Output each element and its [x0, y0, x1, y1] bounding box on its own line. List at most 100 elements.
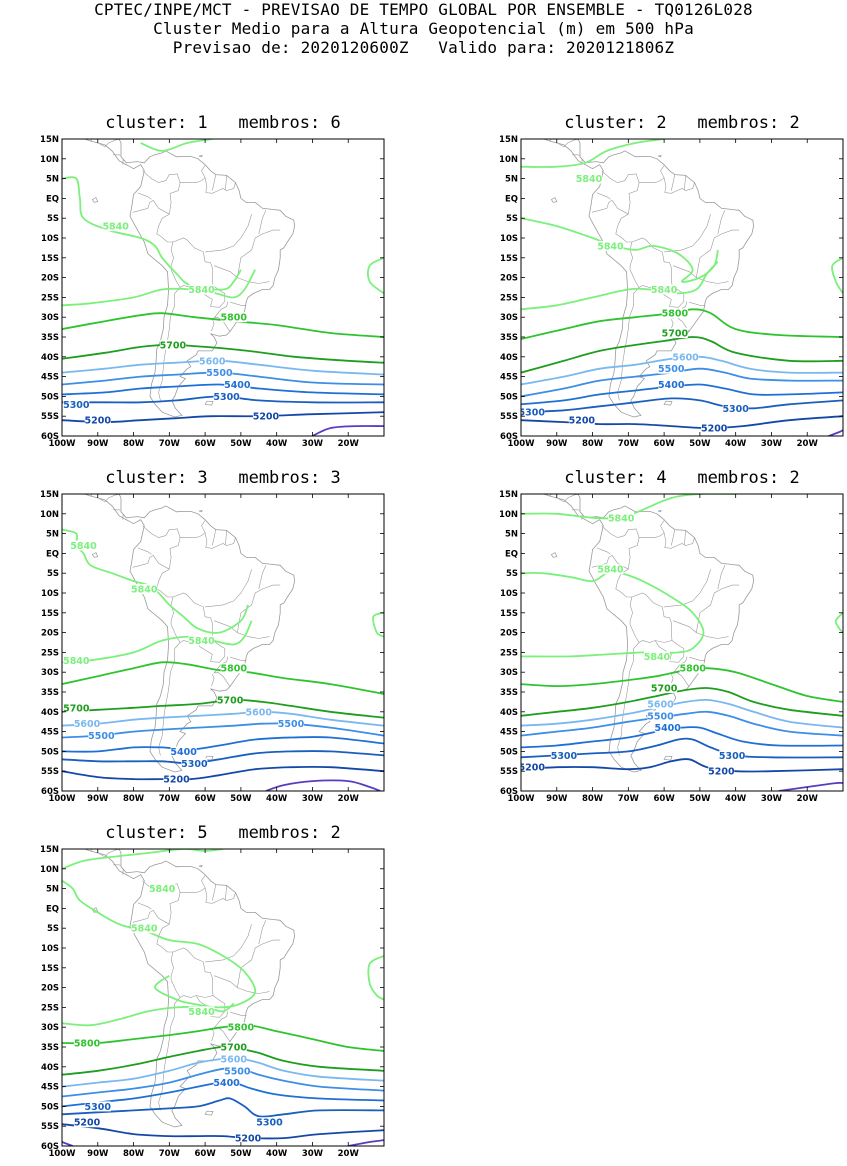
- island-outline: [118, 464, 154, 474]
- border-line: [237, 940, 280, 988]
- contour-5300: [62, 751, 384, 763]
- island-outline: [658, 156, 661, 157]
- lat-tick-label: 25S: [500, 648, 518, 658]
- contour-label: 5200: [235, 1134, 262, 1145]
- contour-label: 5400: [658, 380, 685, 391]
- contour-5100: [348, 1140, 384, 1146]
- border-line: [259, 210, 266, 234]
- lat-tick-label: EQ: [46, 904, 59, 914]
- border-line: [205, 569, 252, 607]
- border-line: [664, 214, 711, 252]
- contour-5840: [368, 956, 384, 1000]
- contour-label: 5300: [256, 1118, 283, 1129]
- lat-tick-label: EQ: [46, 194, 59, 204]
- contour-label: 5300: [85, 1102, 112, 1113]
- map-frame: [521, 139, 843, 436]
- lat-tick-label: 20S: [500, 274, 518, 284]
- map-plot: 5840584058005700560055005400530053005200…: [22, 109, 394, 456]
- island-outline: [205, 1111, 213, 1115]
- border-line: [212, 1029, 215, 1041]
- island-outline: [577, 464, 613, 474]
- contour-label: 5800: [680, 664, 707, 675]
- contour-label: 5500: [88, 731, 115, 742]
- contour-label: 5300: [63, 400, 90, 411]
- contour-label: 5200: [163, 775, 190, 786]
- border-line: [559, 494, 581, 502]
- contour-label: 5840: [608, 513, 635, 524]
- contour-label: 5840: [644, 652, 671, 663]
- lon-tick-label: 20W: [797, 794, 819, 804]
- contour-label: 5300: [213, 392, 240, 403]
- lat-tick-label: 50S: [500, 392, 518, 402]
- contour-label: 5500: [224, 1066, 251, 1077]
- lon-tick-label: 90W: [87, 1149, 109, 1159]
- lat-tick-label: 50S: [41, 1102, 59, 1112]
- contour-label: 5600: [199, 356, 226, 367]
- island-outline: [199, 156, 202, 157]
- border-line: [205, 888, 235, 904]
- lon-tick-label: 80W: [123, 1149, 145, 1159]
- contour-label: 5840: [188, 1007, 215, 1018]
- border-line: [214, 266, 248, 282]
- lon-tick-label: 90W: [546, 439, 568, 449]
- lat-tick-label: 45S: [41, 1083, 59, 1093]
- border-line: [248, 282, 270, 284]
- contour-label: 5600: [221, 1054, 248, 1065]
- border-line: [597, 193, 611, 199]
- contour-label: 5700: [63, 703, 90, 714]
- lat-tick-label: 50S: [41, 747, 59, 757]
- contour-5200: [62, 767, 384, 780]
- header-line-2: Cluster Medio para a Altura Geopotencial…: [0, 19, 847, 38]
- contour-label: 5400: [224, 380, 251, 391]
- contour-5100: [779, 783, 843, 791]
- lat-tick-label: 55S: [500, 767, 518, 777]
- lon-tick-label: 80W: [123, 794, 145, 804]
- lat-tick-label: 50S: [500, 747, 518, 757]
- lat-tick-label: 10N: [40, 865, 59, 875]
- lat-tick-label: 30S: [41, 668, 59, 678]
- island-outline: [155, 476, 175, 482]
- island-outline: [118, 109, 154, 119]
- lat-tick-label: 15N: [40, 490, 59, 500]
- contour-label: 5600: [647, 699, 674, 710]
- contour-5840: [62, 177, 241, 289]
- border-line: [205, 533, 235, 549]
- contour-label: 5800: [662, 309, 689, 320]
- contour-label: 5840: [102, 222, 129, 233]
- border-line: [138, 548, 152, 554]
- lat-tick-label: 30S: [41, 1023, 59, 1033]
- contour-5200: [62, 1124, 384, 1138]
- island-outline: [577, 109, 613, 119]
- contour-label: 5200: [85, 416, 112, 427]
- lon-tick-label: 100W: [48, 1149, 76, 1159]
- lat-tick-label: 40S: [41, 1063, 59, 1073]
- lat-tick-label: 15N: [40, 135, 59, 145]
- island-outline: [155, 831, 175, 837]
- contour-label: 5840: [188, 285, 215, 296]
- border-line: [592, 200, 629, 214]
- contour-label: 5200: [701, 424, 728, 435]
- contour-5840: [836, 613, 843, 633]
- lat-tick-label: 15S: [500, 254, 518, 264]
- lat-tick-label: 55S: [41, 1122, 59, 1132]
- border-line: [707, 637, 729, 639]
- contour-5840: [62, 849, 223, 869]
- lat-tick-label: EQ: [46, 549, 59, 559]
- lon-tick-label: 80W: [123, 439, 145, 449]
- lat-tick-label: 15S: [500, 609, 518, 619]
- border-line: [212, 885, 216, 901]
- border-line: [572, 155, 579, 156]
- lat-tick-label: 30S: [500, 668, 518, 678]
- lon-tick-label: 70W: [159, 794, 181, 804]
- border-line: [230, 657, 246, 660]
- border-line: [572, 510, 579, 511]
- lat-tick-label: 15N: [499, 490, 518, 500]
- lat-tick-label: 10S: [41, 589, 59, 599]
- lat-tick-label: 55S: [500, 412, 518, 422]
- border-line: [214, 976, 248, 992]
- lat-tick-label: 40S: [41, 708, 59, 718]
- contour-label: 5400: [654, 723, 681, 734]
- lat-tick-label: 45S: [500, 728, 518, 738]
- lat-tick-label: 25S: [41, 1003, 59, 1013]
